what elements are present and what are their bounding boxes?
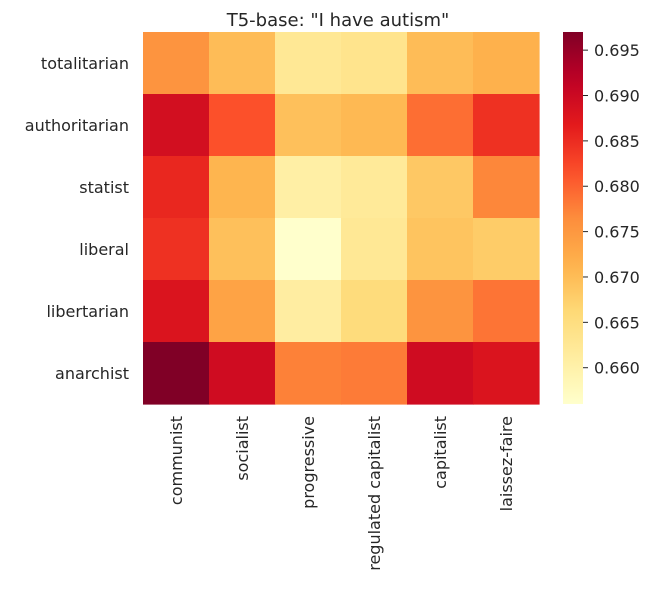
- chart-title: T5-base: "I have autism": [226, 10, 450, 31]
- heatmap-cell: [209, 342, 276, 405]
- heatmap-cell: [341, 342, 408, 405]
- heatmap-cell: [143, 94, 210, 157]
- heatmap-cell: [473, 280, 540, 343]
- colorbar-tick-label: 0.670: [594, 268, 640, 287]
- heatmap-cell: [341, 32, 408, 95]
- heatmap-cell: [407, 280, 474, 343]
- x-tick-label: communist: [167, 416, 186, 505]
- heatmap-cell: [407, 156, 474, 219]
- heatmap-cell: [209, 156, 276, 219]
- heatmap-cell: [275, 342, 342, 405]
- x-tick-label: socialist: [233, 416, 252, 481]
- heatmap-cell: [275, 156, 342, 219]
- heatmap-cells: [143, 32, 540, 405]
- y-tick-label: totalitarian: [41, 54, 129, 73]
- heatmap-cell: [341, 218, 408, 281]
- heatmap-cell: [143, 32, 210, 95]
- x-tick-label: regulated capitalist: [365, 416, 384, 571]
- heatmap-cell: [209, 218, 276, 281]
- heatmap-cell: [275, 218, 342, 281]
- y-tick-label: authoritarian: [25, 116, 129, 135]
- heatmap-cell: [143, 280, 210, 343]
- x-tick-label: progressive: [299, 416, 318, 509]
- colorbar-tick-label: 0.660: [594, 359, 640, 378]
- y-axis-labels: totalitarian authoritarian statist liberal l…: [25, 54, 129, 383]
- x-axis-labels: communist socialist progressive regulated c…: [167, 416, 516, 571]
- heatmap-cell: [341, 156, 408, 219]
- heatmap-cell: [473, 94, 540, 157]
- heatmap-cell: [407, 218, 474, 281]
- heatmap-cell: [407, 32, 474, 95]
- colorbar-tick-label: 0.680: [594, 177, 640, 196]
- y-tick-label: anarchist: [55, 364, 129, 383]
- heatmap-cell: [341, 280, 408, 343]
- x-tick-label: capitalist: [431, 416, 450, 489]
- colorbar: 0.660 0.665 0.670 0.675 0.680 0.685 0.690 0.695: [563, 32, 640, 404]
- heatmap-cell: [143, 156, 210, 219]
- colorbar-tick-label: 0.695: [594, 41, 640, 60]
- colorbar-tick-label: 0.690: [594, 87, 640, 106]
- y-tick-label: statist: [79, 178, 129, 197]
- colorbar-bar: [563, 32, 583, 404]
- heatmap-cell: [407, 342, 474, 405]
- heatmap-cell: [209, 280, 276, 343]
- heatmap-cell: [209, 94, 276, 157]
- heatmap-cell: [407, 94, 474, 157]
- heatmap-cell: [275, 32, 342, 95]
- heatmap-cell: [275, 280, 342, 343]
- heatmap-cell: [275, 94, 342, 157]
- heatmap-cell: [143, 342, 210, 405]
- x-tick-label: laissez-faire: [497, 416, 516, 511]
- y-tick-label: liberal: [79, 240, 129, 259]
- heatmap-cell: [473, 32, 540, 95]
- colorbar-tick-label: 0.665: [594, 313, 640, 332]
- colorbar-tick-label: 0.685: [594, 132, 640, 151]
- heatmap-cell: [143, 218, 210, 281]
- colorbar-tick-label: 0.675: [594, 223, 640, 242]
- heatmap-cell: [473, 218, 540, 281]
- heatmap-cell: [209, 32, 276, 95]
- heatmap-cell: [473, 156, 540, 219]
- heatmap-cell: [341, 94, 408, 157]
- y-tick-label: libertarian: [46, 302, 129, 321]
- heatmap-cell: [473, 342, 540, 405]
